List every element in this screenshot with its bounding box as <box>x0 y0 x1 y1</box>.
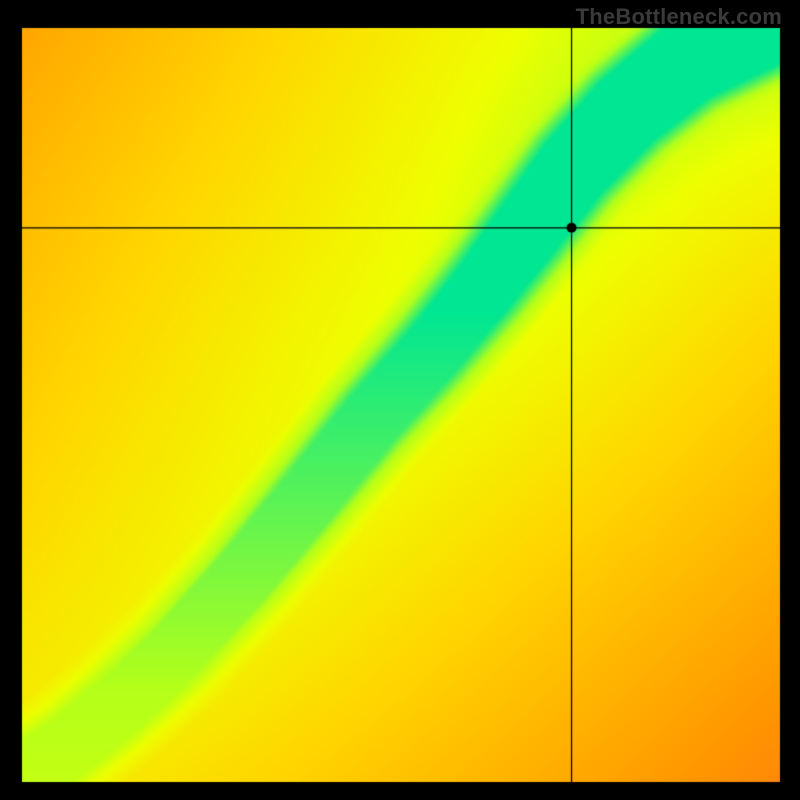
watermark-text: TheBottleneck.com <box>576 4 782 30</box>
bottleneck-heatmap <box>0 0 800 800</box>
chart-container: TheBottleneck.com <box>0 0 800 800</box>
